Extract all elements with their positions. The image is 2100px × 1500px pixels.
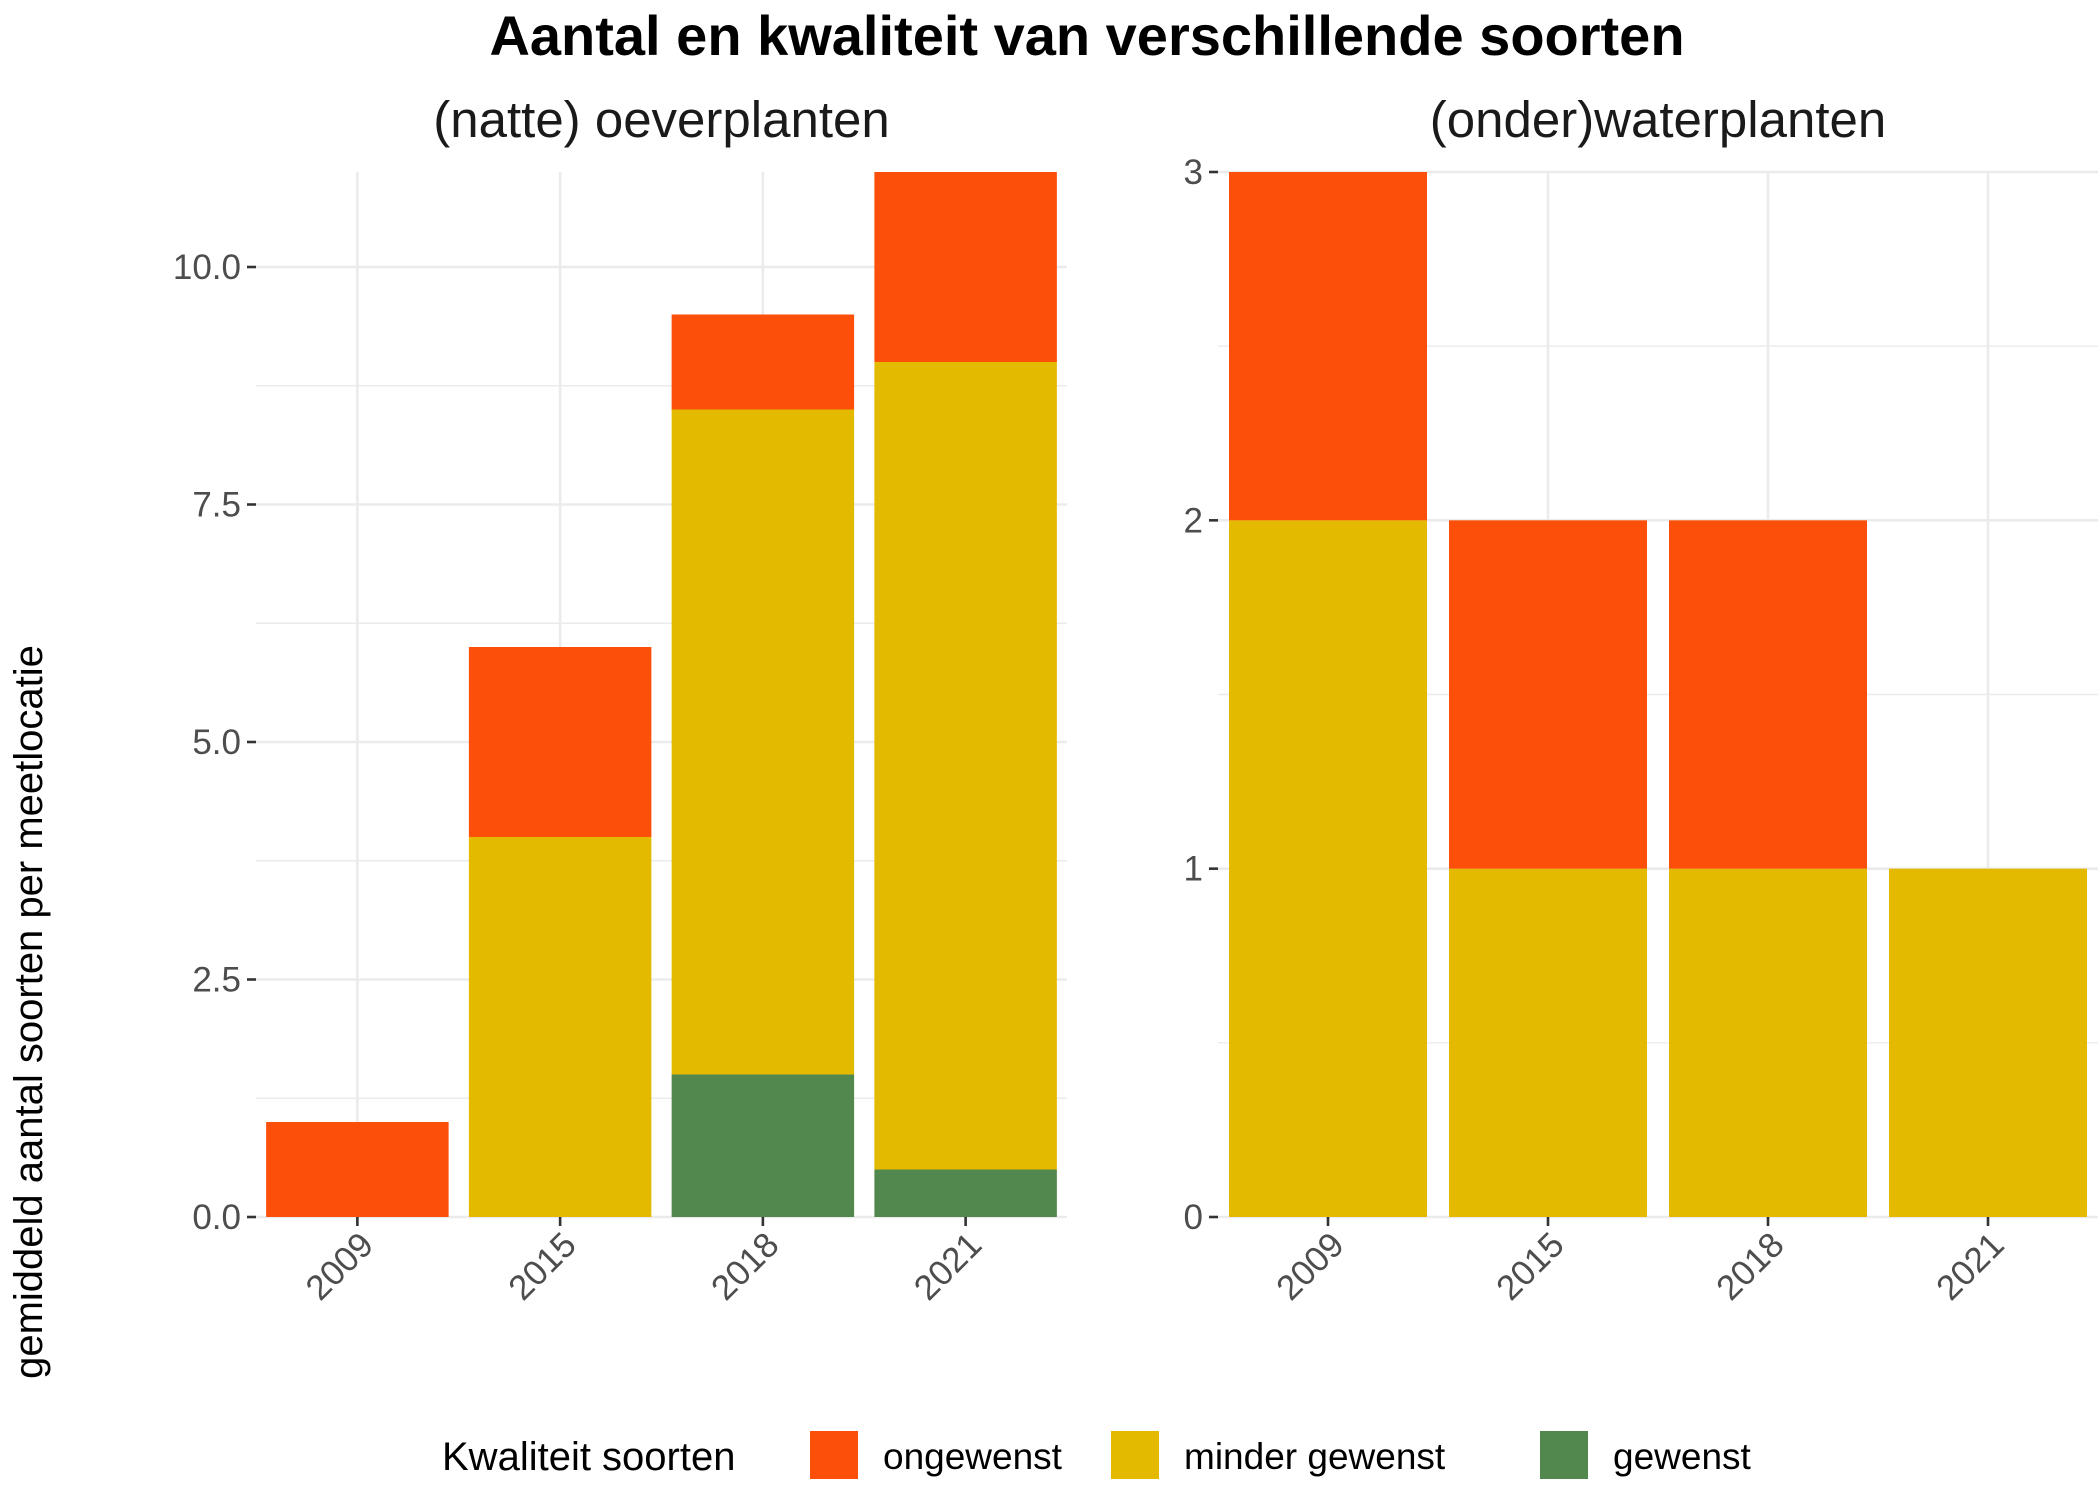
bar-ongewenst-2018 <box>1669 520 1867 869</box>
bar-ongewenst-2015 <box>468 647 652 837</box>
bar-minder-gewenst-2018 <box>671 409 855 1075</box>
legend-title: Kwaliteit soorten <box>442 1435 735 1479</box>
x-tick-label: 2015 <box>1489 1225 1572 1308</box>
legend-key-ongewenst <box>810 1431 858 1479</box>
bar-minder-gewenst-2015 <box>1449 868 1647 1217</box>
bar-ongewenst-2009 <box>1229 172 1427 521</box>
legend-label: minder gewenst <box>1184 1436 1446 1477</box>
bar-minder-gewenst-2021 <box>874 362 1057 1170</box>
x-tick-label: 2018 <box>704 1225 787 1308</box>
bar-gewenst-2018 <box>671 1074 855 1217</box>
x-tick-label: 2009 <box>1269 1225 1352 1308</box>
legend-key-minder-gewenst <box>1111 1431 1159 1479</box>
y-tick-label: 5.0 <box>192 723 241 762</box>
y-tick-label: 2 <box>1184 501 1203 540</box>
chart-title: Aantal en kwaliteit van verschillende so… <box>489 4 1684 67</box>
x-tick-label: 2015 <box>501 1225 584 1308</box>
bar-minder-gewenst-2018 <box>1669 868 1867 1217</box>
chart-panels: (natte) oeverplanten 0.0 2.5 5.0 7.5 10.0 2009… <box>173 91 2098 1308</box>
panel-2: (onder)waterplanten 0 1 2 3 2009 2015 2018 2021 <box>1184 91 2098 1308</box>
y-axis-label: gemiddeld aantal soorten per meetlocatie <box>7 645 51 1379</box>
bar-ongewenst-2021 <box>874 172 1057 362</box>
y-tick-label: 0.0 <box>192 1198 241 1237</box>
legend-key-gewenst <box>1540 1431 1588 1479</box>
y-tick-label: 3 <box>1184 153 1203 192</box>
bar-ongewenst-2018 <box>671 314 855 410</box>
y-tick-label: 2.5 <box>192 961 241 1000</box>
y-tick-label: 7.5 <box>192 486 241 525</box>
x-tick-label: 2018 <box>1709 1225 1792 1308</box>
y-tick-label: 10.0 <box>173 248 241 287</box>
panel-1: (natte) oeverplanten 0.0 2.5 5.0 7.5 10.0 2009… <box>173 91 1067 1308</box>
bar-minder-gewenst-2015 <box>468 837 652 1217</box>
y-tick-label: 1 <box>1184 850 1203 889</box>
y-tick-label: 0 <box>1184 1198 1203 1237</box>
bar-gewenst-2021 <box>874 1169 1057 1217</box>
x-tick-label: 2009 <box>298 1225 381 1308</box>
x-tick-label: 2021 <box>1929 1225 2012 1308</box>
bar-minder-gewenst-2009 <box>1229 520 1427 1217</box>
bar-ongewenst-2009 <box>266 1122 449 1217</box>
panel-title: (onder)waterplanten <box>1430 91 1886 148</box>
chart-legend: Kwaliteit soorten ongewenst minder gewens… <box>442 1431 1752 1479</box>
panel-title: (natte) oeverplanten <box>433 91 889 148</box>
bar-ongewenst-2015 <box>1449 520 1647 869</box>
bar-minder-gewenst-2021 <box>1889 868 2087 1217</box>
x-tick-label: 2021 <box>907 1225 990 1308</box>
legend-label: gewenst <box>1613 1436 1752 1477</box>
legend-label: ongewenst <box>883 1436 1063 1477</box>
